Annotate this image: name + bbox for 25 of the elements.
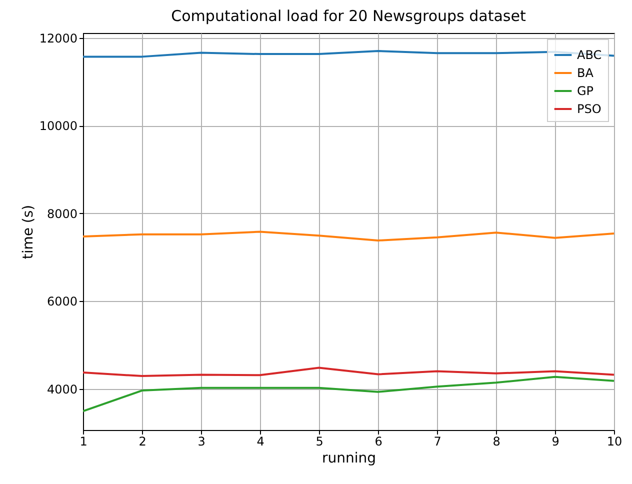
y-tick-label: 10000 [39, 119, 78, 134]
line-series [83, 366, 614, 378]
legend-label: GP [577, 84, 594, 98]
x-tick-label: 2 [138, 434, 146, 448]
x-tick-label: 10 [606, 434, 622, 448]
x-tick-label: 3 [198, 434, 206, 448]
x-tick-label: 8 [492, 434, 500, 448]
x-tick-label: 5 [316, 434, 324, 448]
y-tick-label: 12000 [39, 31, 78, 46]
x-tick-label: 6 [374, 434, 382, 448]
chart-title: Computational load for 20 Newsgroups dataset [171, 6, 526, 25]
line-series [83, 230, 614, 242]
y-axis-title: time (s) [20, 204, 36, 260]
x-axis-title: running [322, 450, 376, 466]
y-tick-label: 6000 [46, 294, 78, 309]
legend-label: BA [577, 66, 594, 80]
y-tick-label: 4000 [46, 382, 78, 396]
x-tick-label: 9 [552, 434, 560, 448]
legend-label: ABC [577, 48, 602, 62]
line-series [83, 376, 614, 412]
x-tick-label: 1 [80, 434, 88, 448]
y-tick-label: 8000 [46, 206, 78, 221]
x-tick-label: 7 [434, 434, 442, 448]
x-tick-label: 4 [256, 434, 264, 448]
legend-label: PSO [577, 102, 602, 116]
